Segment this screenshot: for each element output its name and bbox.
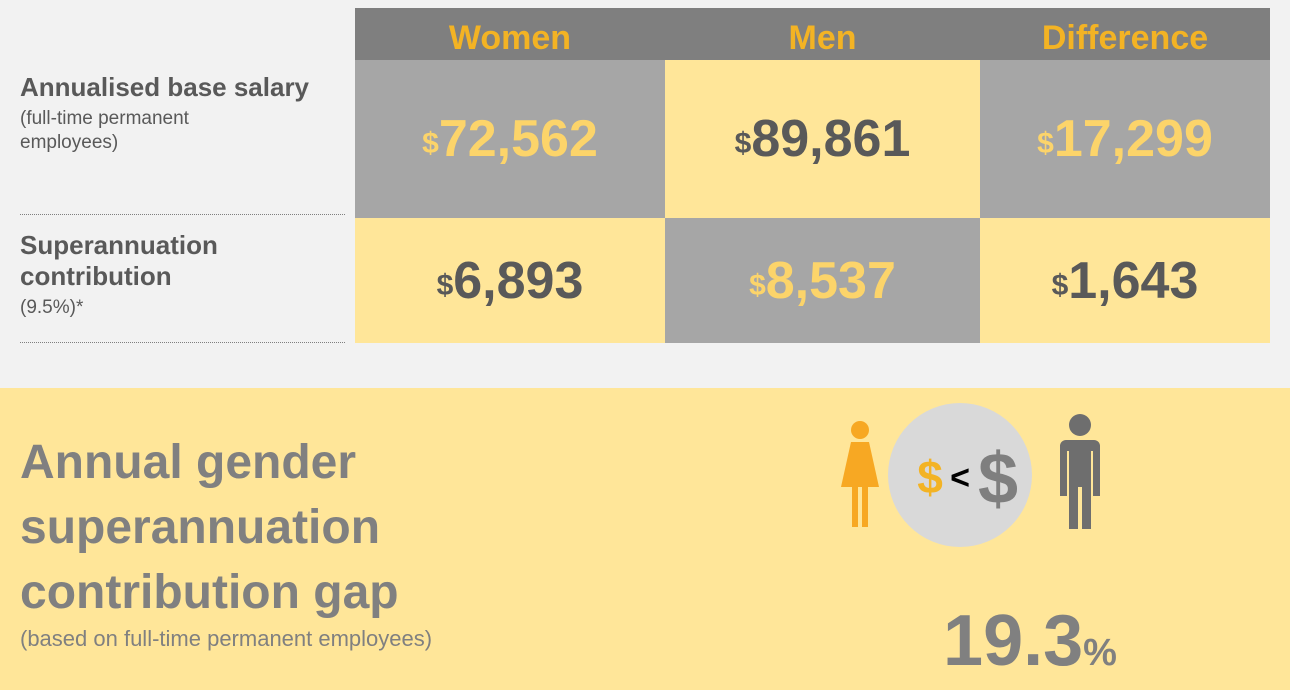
row-title: Superannuation contribution bbox=[20, 230, 218, 291]
row-label: Annualised base salary (full-time perman… bbox=[20, 72, 345, 215]
icon-dollar: $ bbox=[978, 439, 1018, 519]
icon-operator: < bbox=[950, 459, 970, 497]
amount: 8,537 bbox=[765, 251, 896, 310]
row-note: (full-time permanent employees) bbox=[20, 108, 189, 153]
spacer bbox=[0, 345, 1290, 388]
gap-title: Annual gender superannuation contributio… bbox=[20, 436, 399, 619]
cell: $17,299 bbox=[980, 60, 1270, 218]
cell: $6,893 bbox=[355, 218, 665, 343]
gap-panel bbox=[0, 388, 1290, 690]
row-title: Annualised base salary bbox=[20, 72, 310, 102]
cell: $89,861 bbox=[665, 60, 980, 218]
currency: $ bbox=[436, 268, 454, 302]
amount: 89,861 bbox=[751, 110, 911, 168]
currency: $ bbox=[734, 127, 752, 160]
currency: $ bbox=[422, 127, 439, 160]
gap-unit: % bbox=[1083, 632, 1117, 674]
amount: 1,643 bbox=[1068, 251, 1199, 310]
cell: $8,537 bbox=[665, 218, 980, 343]
gap-value: 19.3% bbox=[880, 600, 1180, 682]
gap-icon: $ < $ bbox=[841, 403, 1100, 547]
currency: $ bbox=[1051, 268, 1069, 302]
column-header: Women bbox=[355, 8, 665, 60]
icon-circle bbox=[888, 403, 1032, 547]
icon-dollar: $ bbox=[917, 451, 943, 503]
amount: 72,562 bbox=[438, 110, 598, 168]
gap-number: 19.3 bbox=[943, 601, 1084, 681]
amount: 6,893 bbox=[453, 251, 584, 310]
currency: $ bbox=[1037, 127, 1054, 160]
cell: $1,643 bbox=[980, 218, 1270, 343]
gap-note: (based on full-time permanent employees) bbox=[20, 626, 433, 651]
woman-icon bbox=[841, 421, 879, 527]
column-header: Men bbox=[665, 8, 980, 60]
currency: $ bbox=[749, 268, 766, 302]
man-icon bbox=[1060, 414, 1100, 529]
amount: 17,299 bbox=[1053, 110, 1213, 168]
column-header: Difference bbox=[980, 8, 1270, 60]
row-label: Superannuation contribution (9.5%)* bbox=[20, 230, 345, 343]
row-note: (9.5%)* bbox=[20, 297, 84, 318]
cell: $72,562 bbox=[355, 60, 665, 218]
